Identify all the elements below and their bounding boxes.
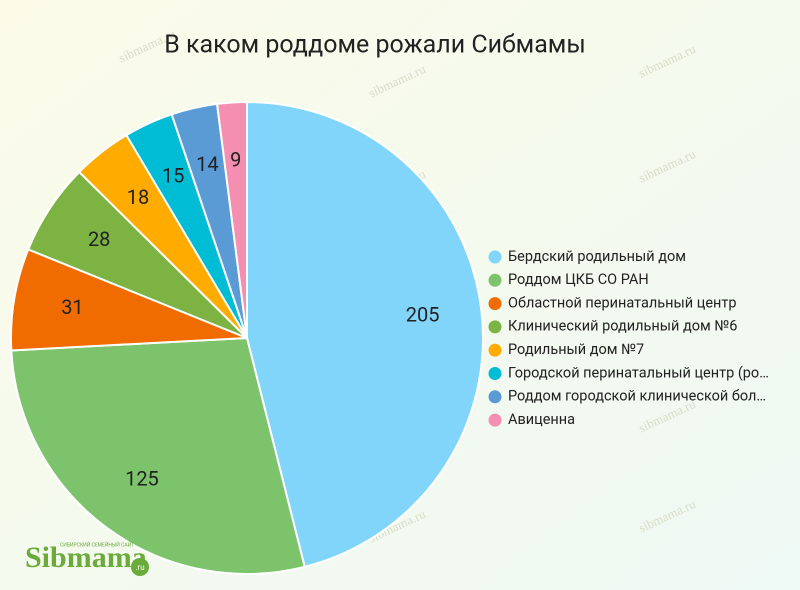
legend-swatch [488, 343, 502, 357]
data-label: 205 [406, 302, 440, 326]
slice [246, 100, 484, 569]
slice [10, 248, 248, 352]
legend-label: Городской перинатальный центр (ро… [508, 364, 769, 381]
legend-swatch [488, 297, 502, 311]
legend-label: Авиценна [508, 411, 575, 428]
logo-name: Sibmama [25, 541, 147, 574]
legend-swatch [488, 367, 502, 380]
legend-label: Роддом ЦКБ СО РАН [508, 271, 649, 288]
data-label: 9 [230, 148, 241, 172]
logo-tagline: СИБИРСКИЙ СЕМЕЙНЫЙ САЙТ [60, 541, 134, 548]
legend-swatch [488, 273, 502, 287]
legend-label: Родильный дом №7 [508, 341, 644, 358]
data-label: 15 [162, 163, 184, 187]
data-label: 31 [61, 295, 83, 319]
legend-swatch [488, 320, 502, 334]
data-label: 125 [125, 467, 159, 491]
logo-dot [131, 558, 149, 576]
legend-swatch [488, 390, 502, 404]
slice [215, 100, 248, 339]
legend-swatch [488, 413, 502, 427]
data-label: 14 [196, 152, 218, 176]
legend-label: Роддом городской клинической бол… [508, 388, 766, 405]
data-label: 18 [127, 185, 149, 209]
legend-swatch [488, 250, 502, 264]
data-label: 28 [88, 227, 110, 251]
logo-suffix: .ru [135, 563, 144, 572]
slice [10, 336, 306, 575]
logo: Sibmama СИБИРСКИЙ СЕМЕЙНЫЙ САЙТ .ru [25, 541, 149, 576]
legend-label: Бердский родильный дом [508, 248, 686, 265]
legend-label: Областной перинатальный центр [508, 294, 736, 311]
legend-label: Клинический родильный дом №6 [508, 318, 737, 335]
chart-title: В каком роддоме рожали Сибмамы [164, 31, 586, 60]
